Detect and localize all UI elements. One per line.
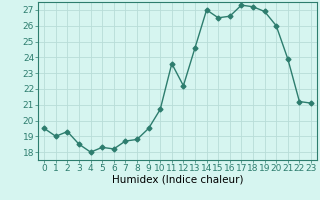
X-axis label: Humidex (Indice chaleur): Humidex (Indice chaleur)	[112, 175, 243, 185]
